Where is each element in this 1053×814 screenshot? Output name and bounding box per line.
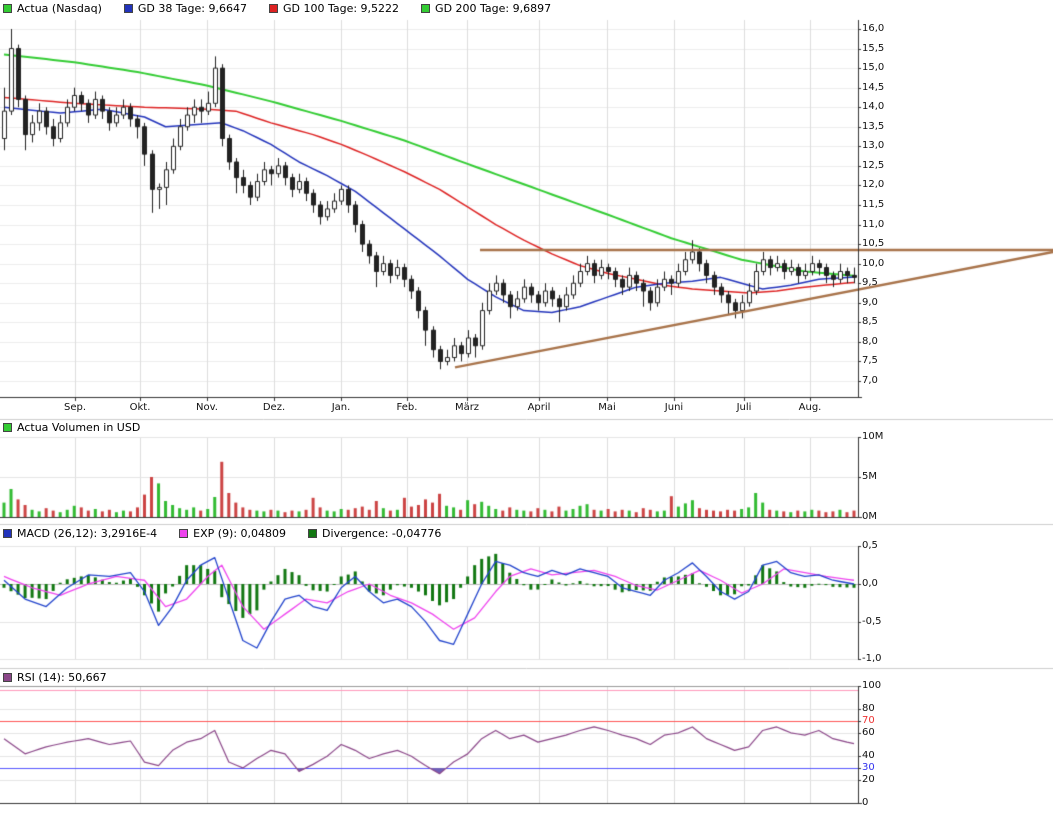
y-axis-tick-label: 10M xyxy=(862,431,884,442)
macd-label: MACD (26,12): 3,2916E-4 xyxy=(17,526,158,540)
volume-color-swatch xyxy=(3,422,12,432)
y-axis-tick-label: 0M xyxy=(862,511,877,522)
y-axis-tick-label: 0,0 xyxy=(862,578,878,589)
legend-item-gd38: GD 38 Tage: 9,6647 xyxy=(123,1,247,15)
exp-label: EXP (9): 0,04809 xyxy=(193,526,287,540)
divergence-color-swatch xyxy=(308,528,318,538)
x-axis-month-label: April xyxy=(527,402,551,413)
divergence-label: Divergence: -0,04776 xyxy=(322,526,442,540)
y-axis-tick-label: 15,5 xyxy=(862,42,885,54)
series-title: Actua (Nasdaq) xyxy=(17,1,102,15)
x-axis-month-label: Nov. xyxy=(196,402,218,413)
y-axis-tick-label: 11,5 xyxy=(862,198,885,210)
y-axis-tick-label: 60 xyxy=(862,726,875,738)
series-color-swatch xyxy=(3,3,12,13)
y-axis-tick-label: 7,5 xyxy=(862,355,878,367)
rsi-title: RSI (14): 50,667 xyxy=(17,670,107,684)
y-axis-tick-label: -0,5 xyxy=(862,615,882,627)
y-axis-tick-label: 13,0 xyxy=(862,140,885,152)
macd-color-swatch xyxy=(3,528,12,538)
macd-legend: MACD (26,12): 3,2916E-4 EXP (9): 0,04809… xyxy=(3,527,441,540)
y-axis-tick-label: 20 xyxy=(862,773,875,785)
y-axis-tick-label: -1,0 xyxy=(862,653,882,665)
y-axis-tick-label: 12,0 xyxy=(862,179,885,191)
x-axis-month-label: Okt. xyxy=(129,402,151,413)
y-axis-tick-label: 0 xyxy=(862,797,869,808)
volume-title: Actua Volumen in USD xyxy=(17,420,141,434)
y-axis-tick-label: 14,5 xyxy=(862,81,885,93)
price-legend: Actua (Nasdaq) GD 38 Tage: 9,6647 GD 100… xyxy=(3,1,551,15)
y-axis-tick-label: 15,0 xyxy=(862,62,885,74)
rsi-legend: RSI (14): 50,667 xyxy=(3,671,107,684)
x-axis-month-label: Juli xyxy=(736,402,752,413)
volume-legend: Actua Volumen in USD xyxy=(3,421,140,434)
x-axis-month-label: Aug. xyxy=(798,402,822,413)
x-axis-month-label: Jan. xyxy=(331,402,351,413)
legend-item-exp: EXP (9): 0,04809 xyxy=(179,527,286,540)
legend-item-macd: MACD (26,12): 3,2916E-4 xyxy=(3,527,157,540)
y-axis-tick-label: 11,0 xyxy=(862,218,885,230)
x-axis-month-label: März xyxy=(454,402,480,413)
y-axis-tick-label: 70 xyxy=(862,715,875,727)
y-axis-tick-label: 9,0 xyxy=(862,296,878,308)
y-axis-tick-label: 13,5 xyxy=(862,120,885,132)
x-axis-month-label: Mai xyxy=(598,402,616,413)
x-axis-month-label: Dez. xyxy=(262,402,286,413)
y-axis-tick-label: 10,5 xyxy=(862,238,885,250)
y-axis-tick-label: 10,0 xyxy=(862,257,885,269)
y-axis-tick-label: 12,5 xyxy=(862,159,885,171)
gd38-label: GD 38 Tage: 9,6647 xyxy=(137,1,247,15)
gd200-label: GD 200 Tage: 9,6897 xyxy=(435,1,552,15)
rsi-color-swatch xyxy=(3,672,12,682)
x-axis-month-label: Feb. xyxy=(396,402,418,413)
y-axis-tick-label: 5M xyxy=(862,471,877,482)
gd100-color-swatch xyxy=(268,3,278,13)
y-axis-tick-label: 16,0 xyxy=(862,23,885,34)
y-axis-tick-label: 30 xyxy=(862,761,875,773)
y-axis-tick-label: 8,5 xyxy=(862,316,878,328)
gd38-color-swatch xyxy=(123,3,133,13)
y-axis-tick-label: 80 xyxy=(862,703,875,715)
y-axis-tick-label: 7,0 xyxy=(862,374,878,386)
gd100-label: GD 100 Tage: 9,5222 xyxy=(282,1,400,15)
y-axis-tick-label: 8,0 xyxy=(862,335,878,347)
y-axis-tick-label: 0,5 xyxy=(862,540,878,552)
legend-item-rsi: RSI (14): 50,667 xyxy=(3,671,107,684)
legend-item-divergence: Divergence: -0,04776 xyxy=(308,527,441,540)
legend-item-series: Actua (Nasdaq) xyxy=(3,2,102,15)
y-axis-tick-label: 100 xyxy=(862,680,882,691)
legend-item-gd100: GD 100 Tage: 9,5222 xyxy=(268,1,400,15)
x-axis-month-label: Juni xyxy=(664,402,684,413)
y-axis-tick-label: 9,5 xyxy=(862,277,878,289)
x-axis-month-label: Sep. xyxy=(63,402,87,413)
legend-item-gd200: GD 200 Tage: 9,6897 xyxy=(421,2,551,15)
y-axis-tick-label: 14,0 xyxy=(862,101,885,113)
gd200-color-swatch xyxy=(421,3,431,13)
legend-item-volume: Actua Volumen in USD xyxy=(3,421,140,434)
y-axis-tick-label: 40 xyxy=(862,750,875,762)
exp-color-swatch xyxy=(179,528,189,538)
